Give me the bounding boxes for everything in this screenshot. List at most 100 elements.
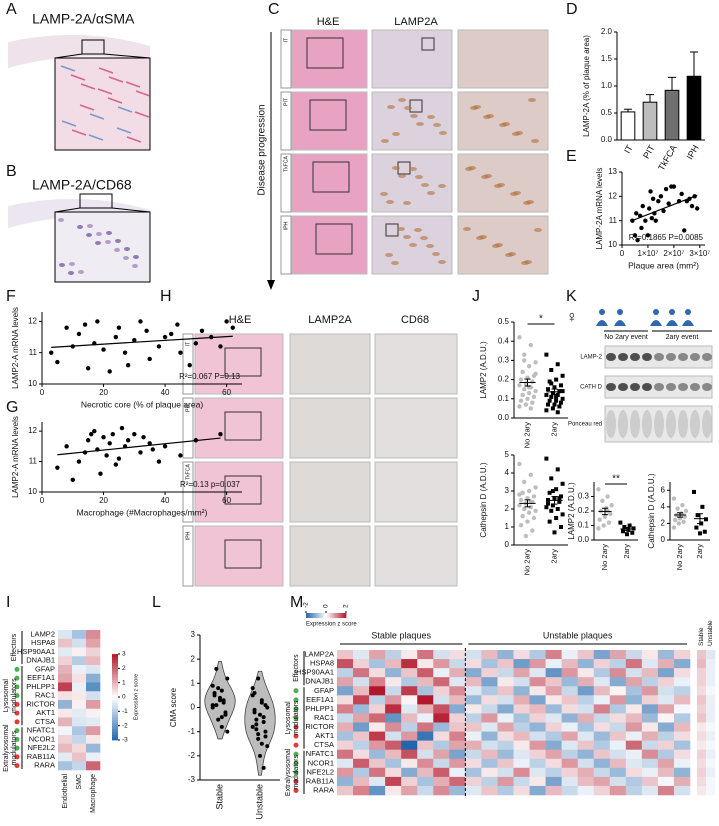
heat-cell xyxy=(401,785,418,796)
zoom-link xyxy=(111,207,151,213)
point xyxy=(263,734,268,739)
heat-cell xyxy=(449,731,466,741)
panel-letter: D xyxy=(566,1,578,18)
point xyxy=(550,503,555,508)
point xyxy=(175,322,180,327)
heat-cell xyxy=(641,722,659,732)
stain xyxy=(398,174,406,178)
gene-label: RAC1 xyxy=(35,691,55,700)
heat-cell xyxy=(513,749,530,760)
heat-cell xyxy=(433,686,450,696)
gene-label: EEF1A1 xyxy=(27,673,55,682)
heat-cell xyxy=(481,695,498,705)
heat-cell xyxy=(593,767,611,778)
heat-cell xyxy=(625,695,643,705)
heat-cell xyxy=(353,785,370,796)
heat-cell xyxy=(369,785,386,796)
point xyxy=(261,720,266,724)
heat-cell xyxy=(449,695,466,705)
heat-cell xyxy=(465,740,482,750)
gene-label: RAB11A xyxy=(27,752,55,761)
band xyxy=(630,410,640,438)
heat-cell xyxy=(577,758,595,769)
gene-marker xyxy=(293,778,299,784)
x-tick-label: 0 xyxy=(40,496,45,505)
point xyxy=(169,331,174,337)
point xyxy=(518,523,524,528)
micrograph xyxy=(8,34,150,68)
heat-cell xyxy=(657,668,675,678)
point xyxy=(680,503,685,508)
heat-cell xyxy=(529,695,546,705)
heat-cell xyxy=(577,659,595,669)
point xyxy=(82,450,88,455)
colorbar-step xyxy=(112,737,118,741)
heat-cell xyxy=(577,767,595,778)
stain xyxy=(86,233,92,237)
row-label: TkFCA xyxy=(283,156,289,172)
heat-cell xyxy=(433,758,450,769)
heat-cell xyxy=(609,731,627,741)
violin-body xyxy=(244,670,276,776)
gene-marker xyxy=(14,728,20,734)
bar xyxy=(664,89,680,141)
colorbar-step xyxy=(310,613,312,618)
point xyxy=(609,503,614,508)
heat-cell xyxy=(577,749,595,760)
point xyxy=(630,530,635,535)
heat-cell xyxy=(593,677,611,687)
point xyxy=(618,520,623,525)
point xyxy=(648,189,653,194)
heat-cell xyxy=(529,758,546,769)
point xyxy=(544,456,549,461)
heat-cell xyxy=(609,740,627,750)
gene-label: NFATC1 xyxy=(306,749,334,758)
heat-cell xyxy=(529,659,546,669)
band xyxy=(690,353,700,361)
micrograph xyxy=(289,397,371,459)
point xyxy=(517,335,522,340)
gene-marker xyxy=(14,736,20,742)
gene-marker xyxy=(293,724,299,730)
point xyxy=(104,453,109,458)
heat-cell xyxy=(561,704,578,714)
y-tick-label: 10 xyxy=(28,487,37,496)
stain xyxy=(476,236,484,240)
colorbar-step xyxy=(112,705,118,709)
band xyxy=(654,353,664,361)
heat-cell xyxy=(401,722,418,732)
blot-label: CATH D xyxy=(580,385,603,391)
heat-cell xyxy=(641,731,659,741)
heat-cell xyxy=(706,695,716,705)
x-tick-label: 2ary xyxy=(549,549,558,564)
colorbar-step xyxy=(344,613,347,618)
heat-cell xyxy=(593,785,611,796)
point xyxy=(531,515,537,521)
point xyxy=(214,666,219,671)
heat-cell xyxy=(657,758,675,769)
y-tick-label: -2 xyxy=(188,751,196,760)
heat-cell xyxy=(481,731,498,741)
colorbar-tick-label: 2 xyxy=(122,665,126,672)
heat-cell xyxy=(433,695,450,705)
heat-cell xyxy=(545,650,562,660)
heat-cell xyxy=(497,785,514,796)
panel-letter: J xyxy=(472,288,480,305)
heat-cell xyxy=(641,695,659,705)
group-label: Lysosomal xyxy=(3,679,10,713)
heat-cell xyxy=(625,758,643,769)
point xyxy=(666,201,671,206)
panel-letter: K xyxy=(566,288,577,305)
heat-cell xyxy=(337,695,354,705)
stain xyxy=(481,175,489,179)
point xyxy=(517,461,522,467)
band xyxy=(678,353,688,361)
group-label: modulators xyxy=(11,678,18,713)
significance: ** xyxy=(612,474,620,485)
colorbar-step xyxy=(311,613,314,618)
heat-cell xyxy=(609,677,627,687)
heat-cell xyxy=(513,731,530,741)
point xyxy=(219,724,224,729)
gene-marker xyxy=(14,745,20,751)
x-tick-label: No 2ary xyxy=(600,544,609,571)
